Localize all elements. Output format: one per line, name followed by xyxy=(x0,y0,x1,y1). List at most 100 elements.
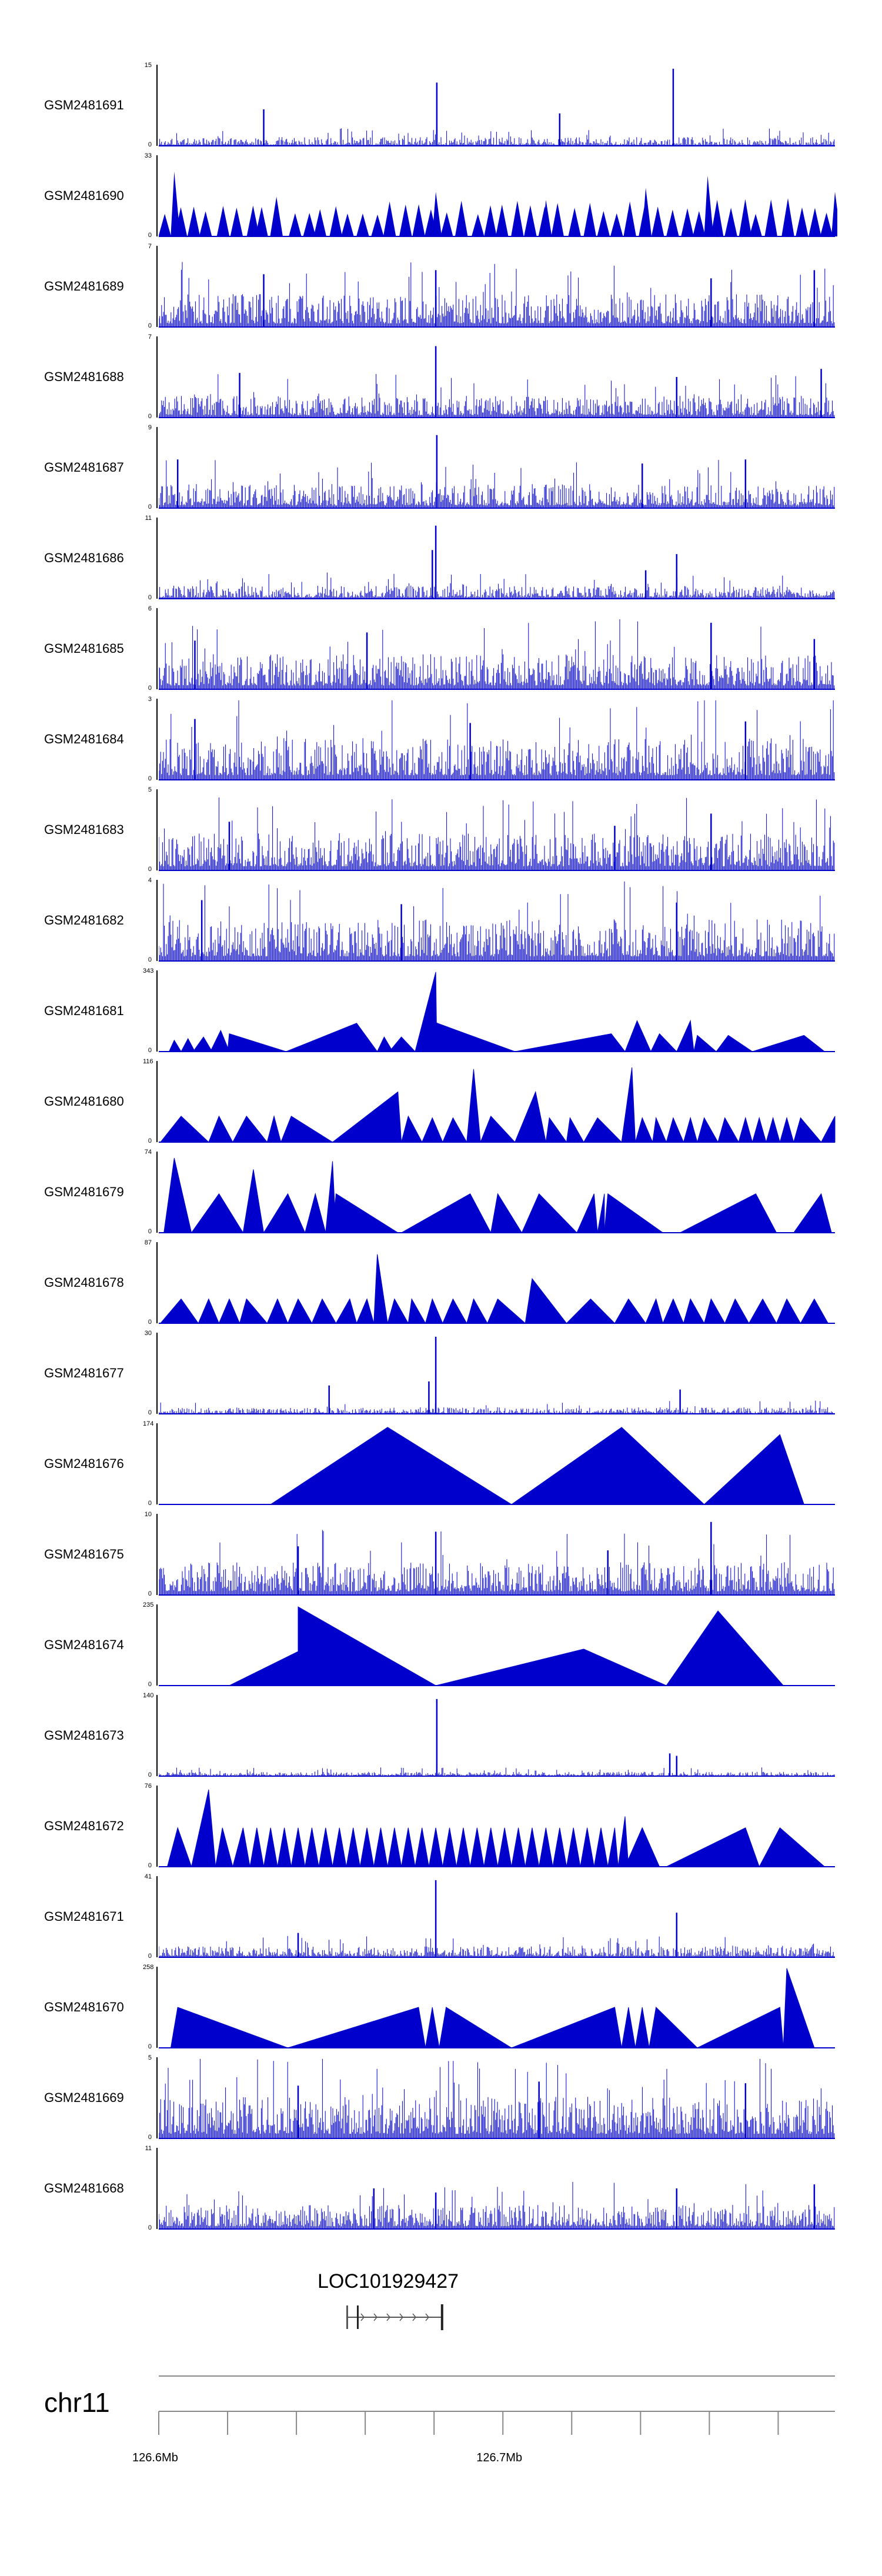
signal-bars xyxy=(159,881,835,961)
signal-peak xyxy=(373,1254,388,1324)
signal-peak xyxy=(298,1606,437,1686)
track-y-axis xyxy=(156,2148,158,2229)
track-label: GSM2481671 xyxy=(44,1909,124,1924)
track-label: GSM2481674 xyxy=(44,1637,124,1652)
signal-peak xyxy=(666,209,679,236)
track-ymax-label: 30 xyxy=(144,1330,152,1337)
track-ymax-label: 74 xyxy=(144,1149,152,1156)
signal-peak xyxy=(597,1193,605,1233)
signal-peak xyxy=(159,1116,210,1143)
signal-peak xyxy=(371,214,384,236)
signal-peak xyxy=(270,196,283,236)
signal-peak xyxy=(332,1091,402,1143)
signal-track xyxy=(159,1699,835,1777)
signal-track xyxy=(159,525,835,599)
signal-peak xyxy=(800,1298,829,1324)
signal-peak xyxy=(471,214,485,236)
signal-peak xyxy=(313,209,327,236)
signal-peak xyxy=(356,1298,375,1324)
signal-peak xyxy=(373,1827,388,1867)
signal-peak xyxy=(400,1827,416,1867)
track-ymax-label: 15 xyxy=(144,62,152,69)
signal-peak xyxy=(442,1298,467,1324)
track-ymax-label: 10 xyxy=(144,1511,152,1518)
track-ymax-label: 9 xyxy=(148,424,152,431)
signal-peak xyxy=(399,204,412,236)
signal-track xyxy=(159,1336,835,1414)
track-label: GSM2481691 xyxy=(44,98,124,112)
signal-peak xyxy=(831,192,837,236)
signal-peak xyxy=(666,1117,684,1143)
signal-track xyxy=(159,1157,835,1233)
signal-peak xyxy=(680,1193,777,1233)
track-ymin-label: 0 xyxy=(148,594,152,601)
signal-peak xyxy=(820,212,833,236)
track-label: GSM2481676 xyxy=(44,1456,124,1471)
signal-track xyxy=(159,1968,835,2048)
signal-peak xyxy=(621,1067,636,1143)
signal-peak xyxy=(617,1816,629,1867)
signal-peak xyxy=(440,212,453,236)
gene-label: LOC101929427 xyxy=(318,2270,459,2293)
signal-peak xyxy=(490,1193,523,1233)
track-ymin-label: 0 xyxy=(148,1047,152,1054)
gene-exon xyxy=(346,2305,348,2329)
signal-bars xyxy=(159,1936,835,1957)
signal-peak xyxy=(466,1298,488,1324)
signal-peak xyxy=(793,1117,822,1143)
track-ymax-label: 7 xyxy=(148,243,152,250)
track-label: GSM2481681 xyxy=(44,1003,124,1018)
signal-peak xyxy=(652,1116,667,1143)
track-y-axis xyxy=(156,608,158,689)
signal-peak xyxy=(514,1033,626,1052)
signal-track xyxy=(159,881,835,962)
signal-peak xyxy=(263,1827,278,1867)
track-label: GSM2481683 xyxy=(44,822,124,837)
track-ymax-label: 11 xyxy=(145,515,152,522)
track-ymax-label: 5 xyxy=(148,786,152,793)
signal-peak xyxy=(305,1827,319,1867)
signal-peak xyxy=(614,1298,647,1324)
signal-peak xyxy=(242,1169,265,1233)
track-y-axis xyxy=(156,1152,158,1233)
signal-peak xyxy=(749,213,762,236)
signal-peak xyxy=(209,1029,230,1052)
track-label: GSM2481684 xyxy=(44,732,124,746)
track-y-axis xyxy=(156,518,158,599)
signal-peak xyxy=(266,1115,282,1143)
signal-peak xyxy=(192,1036,213,1052)
track-y-axis xyxy=(156,2057,158,2138)
signal-peak xyxy=(566,1298,616,1324)
signal-peak xyxy=(407,1298,426,1324)
signal-track xyxy=(159,700,835,780)
signal-peak xyxy=(683,1298,705,1324)
signal-peak xyxy=(216,206,230,236)
signal-peak xyxy=(716,1035,754,1052)
signal-peak xyxy=(566,1117,584,1143)
signal-track xyxy=(159,262,835,328)
signal-peak xyxy=(412,204,425,236)
track-label: GSM2481677 xyxy=(44,1366,124,1380)
signal-peak xyxy=(421,1117,443,1143)
strand-arrow-icon xyxy=(360,2313,365,2321)
signal-bars xyxy=(159,1400,835,1414)
track-y-axis xyxy=(156,1423,158,1504)
track-ymax-label: 258 xyxy=(143,1964,154,1971)
track-label: GSM2481689 xyxy=(44,279,124,293)
signal-peak xyxy=(456,1827,471,1867)
track-y-axis xyxy=(156,427,158,508)
signal-peak xyxy=(796,207,808,236)
signal-peak xyxy=(483,1827,499,1867)
track-label: GSM2481675 xyxy=(44,1547,124,1561)
track-ymin-label: 0 xyxy=(148,1771,152,1778)
signal-peak xyxy=(255,206,268,236)
track-y-axis xyxy=(156,336,158,418)
signal-peak xyxy=(303,212,316,236)
track-y-axis xyxy=(156,970,158,1052)
signal-bars xyxy=(159,373,835,418)
signal-peak xyxy=(580,1827,594,1867)
track-ymin-label: 0 xyxy=(148,1137,152,1144)
signal-peak xyxy=(170,2007,288,2048)
signal-peak xyxy=(759,1827,826,1867)
